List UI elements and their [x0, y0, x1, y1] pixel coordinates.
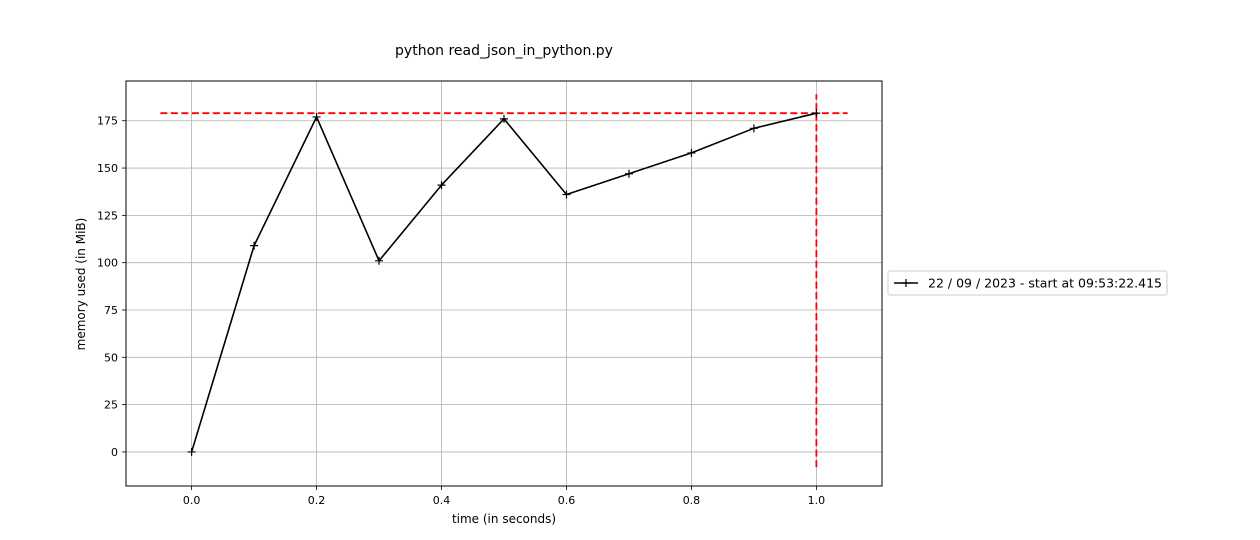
chart-title: python read_json_in_python.py: [395, 43, 613, 59]
data-point-marker: [312, 112, 321, 121]
y-axis-label: memory used (in MiB): [74, 218, 88, 351]
y-axis-ticks: 0 25 50 75 100 125 150 175: [97, 115, 126, 459]
data-point-marker: [500, 114, 508, 123]
y-tick-label: 175: [97, 115, 118, 128]
x-tick-label: 0.0: [183, 494, 201, 507]
legend-plus-marker: [902, 279, 910, 287]
y-tick-label: 50: [104, 351, 118, 364]
x-tick-label: 0.2: [308, 494, 326, 507]
data-point-marker: [749, 124, 758, 133]
x-tick-label: 1.0: [808, 494, 826, 507]
plot-area-frame: [125, 80, 883, 487]
x-tick-label: 0.4: [433, 494, 451, 507]
y-tick-label: 25: [104, 399, 118, 412]
x-axis-ticks: 0.0 0.2 0.4 0.6 0.8 1.0: [183, 486, 825, 507]
x-tick-label: 0.6: [558, 494, 576, 507]
data-point-marker: [687, 148, 696, 157]
reference-lines: [160, 94, 848, 468]
y-tick-label: 75: [104, 304, 118, 317]
legend: 22 / 09 / 2023 - start at 09:53:22.415: [887, 270, 1168, 296]
series-layer: [187, 109, 821, 456]
legend-box: [887, 270, 1168, 296]
data-point-marker: [562, 190, 571, 199]
data-point-marker: [812, 109, 821, 118]
data-point-marker: [624, 169, 633, 178]
memory-series-line: [190, 112, 817, 453]
y-tick-label: 125: [97, 209, 118, 222]
y-tick-label: 100: [97, 257, 118, 270]
y-tick-label: 0: [111, 446, 118, 459]
grid-lines: [126, 81, 882, 486]
data-point-marker: [375, 256, 384, 265]
data-point-marker: [437, 181, 446, 190]
x-axis-label: time (in seconds): [452, 512, 556, 526]
x-tick-label: 0.8: [683, 494, 701, 507]
legend-label: 22 / 09 / 2023 - start at 09:53:22.415: [928, 276, 1162, 291]
y-tick-label: 150: [97, 162, 118, 175]
data-point-marker: [250, 241, 259, 250]
data-point-marker: [187, 447, 196, 456]
